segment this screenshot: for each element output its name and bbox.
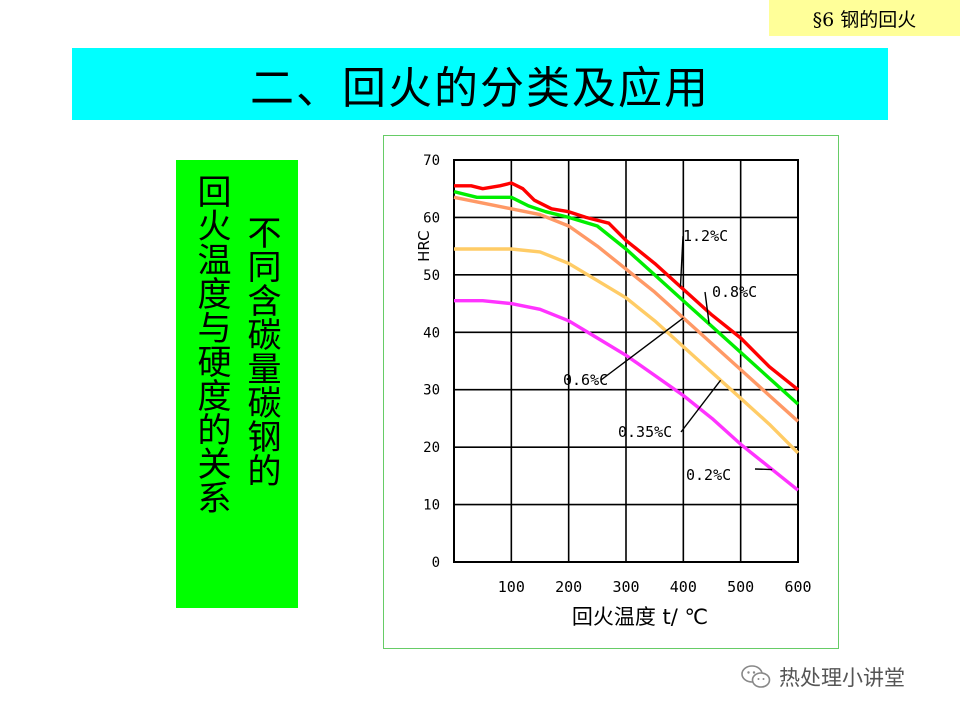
annotation-label: 0.8%C bbox=[712, 283, 757, 301]
y-tick-label: 50 bbox=[423, 268, 440, 284]
annotation-label: 0.35%C bbox=[618, 423, 672, 441]
y-tick-label: 70 bbox=[423, 153, 440, 169]
wechat-icon bbox=[741, 665, 771, 688]
side-label-col1: 不同含碳量碳钢的 bbox=[241, 215, 281, 487]
series-line bbox=[453, 189, 800, 406]
x-tick-label: 600 bbox=[784, 578, 811, 596]
x-tick-label: 100 bbox=[498, 578, 525, 596]
y-tick-label: 10 bbox=[423, 498, 440, 514]
annotation-label: 0.6%C bbox=[563, 371, 608, 389]
annotation-leader bbox=[600, 317, 684, 381]
annotation-leader bbox=[754, 468, 773, 471]
side-label-box: 不同含碳量碳钢的 回火温度与硬度的关系 bbox=[176, 160, 298, 608]
series-line bbox=[454, 181, 800, 392]
x-tick-label: 500 bbox=[727, 578, 754, 596]
annotation-label: 0.2%C bbox=[686, 466, 731, 484]
x-tick-label: 400 bbox=[670, 578, 697, 596]
annotation-label: 1.2%C bbox=[683, 227, 728, 245]
y-axis-label: HRC bbox=[415, 230, 433, 261]
series-line bbox=[454, 247, 800, 455]
y-tick-label: 0 bbox=[432, 555, 440, 571]
section-tag: §6 钢的回火 bbox=[769, 0, 960, 36]
x-tick-label: 200 bbox=[555, 578, 582, 596]
annotation-leader bbox=[680, 379, 722, 433]
watermark-text: 热处理小讲堂 bbox=[779, 666, 905, 690]
x-axis-label: 回火温度 t/ ℃ bbox=[572, 605, 708, 629]
hardness-chart: 0 10 20 30 40 50 60 70 100 200 300 400 500 600 HRC 回火温度… bbox=[415, 153, 812, 629]
side-label-col2: 回火温度与硬度的关系 bbox=[191, 174, 231, 514]
y-tick-label: 40 bbox=[423, 325, 440, 341]
y-tick-label: 60 bbox=[423, 210, 440, 226]
series-line bbox=[454, 299, 800, 492]
series-line bbox=[453, 195, 800, 423]
annotation-leader bbox=[704, 291, 710, 325]
y-tick-label: 20 bbox=[423, 440, 440, 456]
page-title: 二、回火的分类及应用 bbox=[72, 48, 888, 120]
annotation-leader bbox=[679, 235, 684, 287]
plot-border bbox=[453, 159, 799, 563]
y-tick-label: 30 bbox=[423, 383, 440, 399]
x-tick-label: 300 bbox=[612, 578, 639, 596]
watermark: 热处理小讲堂 bbox=[741, 660, 905, 694]
